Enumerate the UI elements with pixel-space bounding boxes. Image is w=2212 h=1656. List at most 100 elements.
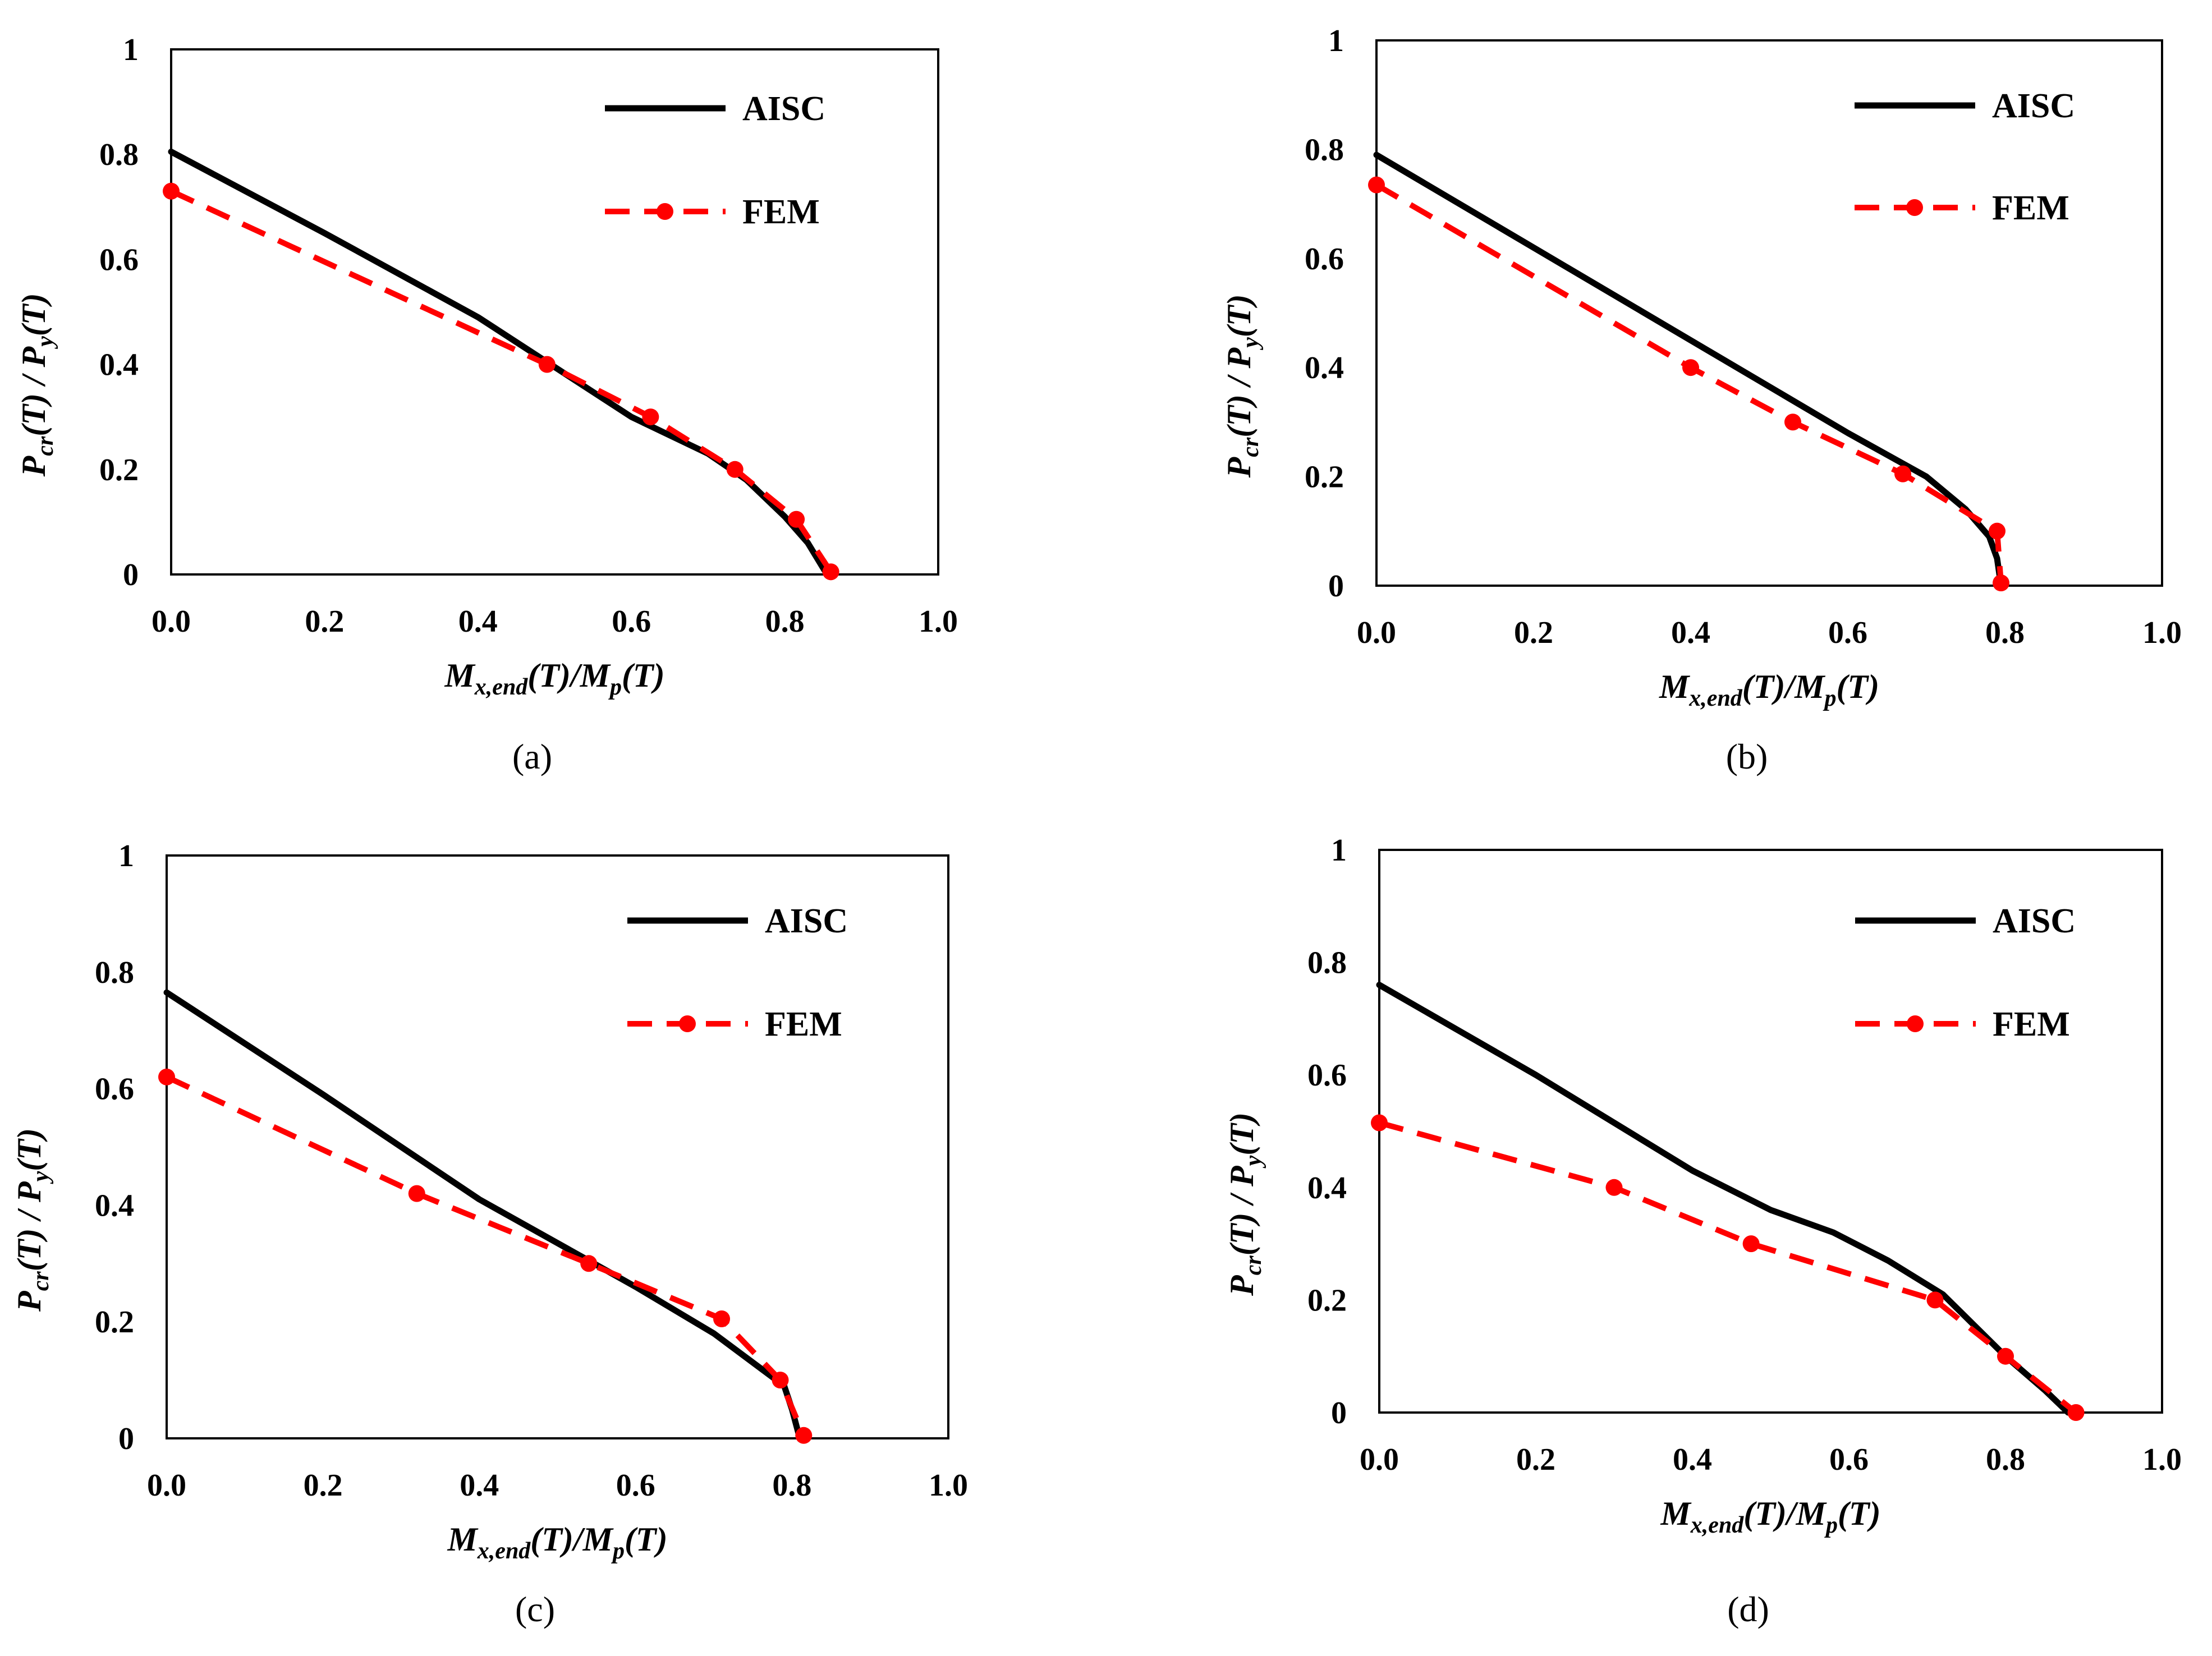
- fem-data-point: [580, 1255, 598, 1272]
- y-tick-label: 0.4: [95, 1188, 134, 1223]
- fem-data-point: [1371, 1114, 1388, 1131]
- x-tick-label: 0.6: [616, 1468, 655, 1503]
- panel-caption: (c): [515, 1589, 555, 1629]
- legend-fem-marker: [657, 203, 673, 220]
- panel-caption: (d): [1727, 1589, 1769, 1629]
- y-tick-label: 1: [1331, 833, 1347, 868]
- series-aisc-line: [1373, 151, 2004, 589]
- y-axis-label: Pcr(T) / Py(T): [11, 1128, 54, 1312]
- fem-data-point: [408, 1185, 425, 1202]
- y-tick-label: 0.6: [1305, 242, 1344, 277]
- x-tick-label: 0.6: [612, 604, 651, 639]
- fem-data-point: [772, 1372, 789, 1389]
- x-tick-label: 0.2: [1514, 615, 1553, 650]
- y-tick-label: 1: [118, 839, 134, 873]
- x-tick-label: 0.0: [147, 1468, 186, 1503]
- y-tick-label: 0: [118, 1422, 134, 1456]
- fem-data-point: [538, 356, 556, 373]
- legend-aisc-label: AISC: [1993, 902, 2076, 940]
- x-axis-label: Mx,end(T)/Mp(T): [1659, 668, 1879, 711]
- panel-caption: (a): [512, 737, 552, 776]
- chart-panel-d: 0 0.2 0.4 0.6 0.8 1 0.0 0.2 0.4 0.6 0.8 1.0 Mx,end(T…: [1223, 833, 2182, 1629]
- y-tick-label: 0.2: [99, 453, 139, 487]
- x-tick-label: 0.0: [1357, 615, 1396, 650]
- legend-fem-label: FEM: [765, 1005, 842, 1043]
- y-axis-label: Pcr(T) / Py(T): [15, 293, 58, 477]
- x-tick-label: 0.0: [1360, 1442, 1399, 1477]
- x-tick-label: 0.8: [1985, 615, 2025, 650]
- legend-aisc-label: AISC: [742, 90, 825, 128]
- y-tick-label: 1: [1328, 24, 1344, 58]
- x-tick-label: 0.4: [458, 604, 498, 639]
- fem-data-point: [642, 408, 659, 426]
- y-tick-label: 0.6: [95, 1072, 134, 1107]
- legend-fem-label: FEM: [742, 193, 820, 231]
- legend-fem-marker: [679, 1015, 696, 1032]
- fem-data-point: [1368, 176, 1385, 194]
- y-tick-label: 0.8: [1307, 946, 1347, 981]
- legend-fem-label: FEM: [1993, 1005, 2070, 1043]
- legend: AISC FEM: [1855, 87, 2075, 227]
- x-tick-label: 0.4: [460, 1468, 499, 1503]
- x-tick-label: 0.6: [1828, 615, 1867, 650]
- series-aisc-line: [163, 989, 803, 1442]
- y-tick-label: 0.6: [1307, 1058, 1347, 1093]
- y-tick-label: 0.2: [95, 1305, 134, 1340]
- y-tick-label: 0: [123, 558, 139, 592]
- legend: AISC FEM: [605, 90, 825, 231]
- fem-data-point: [1926, 1291, 1944, 1309]
- fem-data-point: [1989, 522, 2006, 540]
- y-axis-label: Pcr(T) / Py(T): [1223, 1112, 1266, 1296]
- y-tick-label: 0.6: [99, 242, 139, 277]
- fem-data-point: [788, 510, 805, 528]
- fem-data-point: [1993, 574, 2009, 592]
- x-tick-label: 1.0: [2142, 615, 2182, 650]
- y-tick-label: 0.4: [1307, 1171, 1347, 1206]
- fem-data-point: [1682, 359, 1699, 376]
- plot-area: [166, 854, 949, 1439]
- x-tick-label: 0.8: [765, 604, 805, 639]
- fem-data-point: [1742, 1235, 1760, 1253]
- y-tick-label: 0.2: [1305, 460, 1344, 495]
- fem-data-point: [1997, 1347, 2014, 1365]
- x-tick-label: 0.2: [305, 604, 344, 639]
- fem-data-point: [1784, 413, 1801, 431]
- x-tick-label: 0.4: [1671, 615, 1710, 650]
- fem-data-point: [726, 461, 744, 478]
- legend-aisc-label: AISC: [765, 902, 848, 940]
- y-tick-label: 0: [1331, 1396, 1347, 1430]
- legend-fem-marker: [1906, 199, 1923, 216]
- legend-fem-label: FEM: [1992, 189, 2069, 227]
- fem-data-point: [158, 1068, 175, 1085]
- legend-fem-marker: [1907, 1015, 1924, 1032]
- series-aisc-line: [168, 149, 830, 578]
- y-tick-label: 0.4: [99, 348, 139, 383]
- x-axis-label: Mx,end(T)/Mp(T): [444, 657, 664, 700]
- legend: AISC FEM: [627, 902, 848, 1043]
- series-aisc-line: [1376, 982, 2072, 1416]
- x-tick-label: 0.2: [304, 1468, 343, 1503]
- y-tick-label: 0.4: [1305, 351, 1344, 385]
- fem-data-point: [163, 182, 180, 200]
- series-fem-line: [165, 1074, 806, 1437]
- fem-data-point: [2067, 1404, 2085, 1421]
- fem-data-point: [1605, 1179, 1623, 1196]
- series-fem-line: [169, 188, 833, 574]
- series-fem-line: [1375, 182, 2004, 583]
- series-fem-line: [1378, 1120, 2078, 1415]
- x-tick-label: 0.8: [1986, 1442, 2025, 1477]
- legend-aisc-label: AISC: [1992, 87, 2075, 125]
- legend: AISC FEM: [1855, 902, 2076, 1043]
- chart-panel-c: 0 0.2 0.4 0.6 0.8 1 0.0 0.2 0.4 0.6 0.8 1.0 Mx,end(T…: [11, 839, 968, 1629]
- x-tick-label: 1.0: [929, 1468, 968, 1503]
- x-tick-label: 0.0: [152, 604, 191, 639]
- plot-area: [170, 48, 939, 576]
- chart-panel-a: 0 0.2 0.4 0.6 0.8 1 0.0 0.2 0.4 0.6 0.8 1.0 Mx,end(T…: [15, 33, 958, 776]
- x-tick-label: 0.6: [1829, 1442, 1869, 1477]
- y-tick-label: 0.8: [99, 137, 139, 172]
- x-tick-label: 0.4: [1673, 1442, 1712, 1477]
- x-axis-label: Mx,end(T)/Mp(T): [1660, 1495, 1880, 1538]
- plot-area: [1375, 39, 2163, 587]
- x-axis-label: Mx,end(T)/Mp(T): [447, 1521, 667, 1564]
